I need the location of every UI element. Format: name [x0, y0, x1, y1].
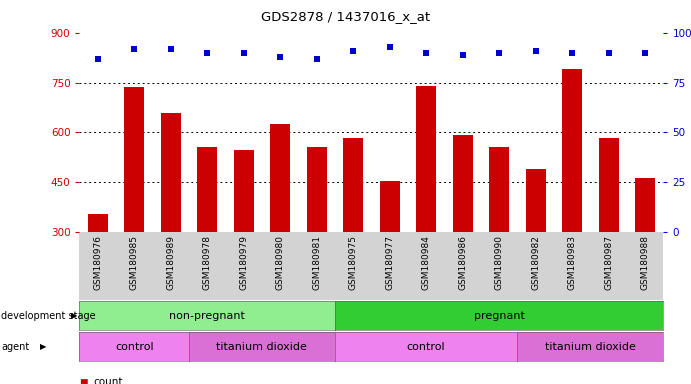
Bar: [197, 147, 217, 232]
Text: pregnant: pregnant: [474, 311, 524, 321]
Text: ▶: ▶: [71, 311, 77, 320]
Point: [165, 46, 176, 52]
Point: [92, 56, 103, 62]
Text: GDS2878 / 1437016_x_at: GDS2878 / 1437016_x_at: [261, 10, 430, 23]
Text: development stage: development stage: [1, 311, 96, 321]
Text: titanium dioxide: titanium dioxide: [545, 341, 636, 352]
Point: [493, 50, 504, 56]
Bar: [161, 113, 181, 232]
Bar: [234, 150, 254, 232]
Text: control: control: [407, 341, 446, 352]
Point: [567, 50, 578, 56]
Text: ■: ■: [79, 377, 88, 384]
Bar: [270, 124, 290, 232]
Point: [238, 50, 249, 56]
Point: [457, 51, 468, 58]
Bar: [307, 147, 327, 232]
Bar: [526, 169, 546, 232]
Point: [202, 50, 213, 56]
Bar: [416, 86, 436, 232]
Point: [274, 53, 285, 60]
Bar: [635, 179, 655, 232]
Bar: [343, 139, 363, 232]
Bar: [598, 139, 618, 232]
Bar: [88, 214, 108, 232]
Text: non-pregnant: non-pregnant: [169, 311, 245, 321]
Bar: [453, 135, 473, 232]
Bar: [124, 86, 144, 232]
Text: ▶: ▶: [40, 342, 46, 351]
Point: [311, 56, 322, 62]
Point: [129, 46, 140, 52]
Text: agent: agent: [1, 341, 30, 352]
Text: control: control: [115, 341, 153, 352]
Text: count: count: [93, 377, 123, 384]
Point: [421, 50, 432, 56]
Point: [530, 48, 541, 54]
Point: [603, 50, 614, 56]
Bar: [489, 147, 509, 232]
Point: [640, 50, 651, 56]
Bar: [379, 181, 399, 232]
Text: titanium dioxide: titanium dioxide: [216, 341, 307, 352]
Bar: [562, 69, 582, 232]
Point: [348, 48, 359, 54]
Point: [384, 43, 395, 50]
